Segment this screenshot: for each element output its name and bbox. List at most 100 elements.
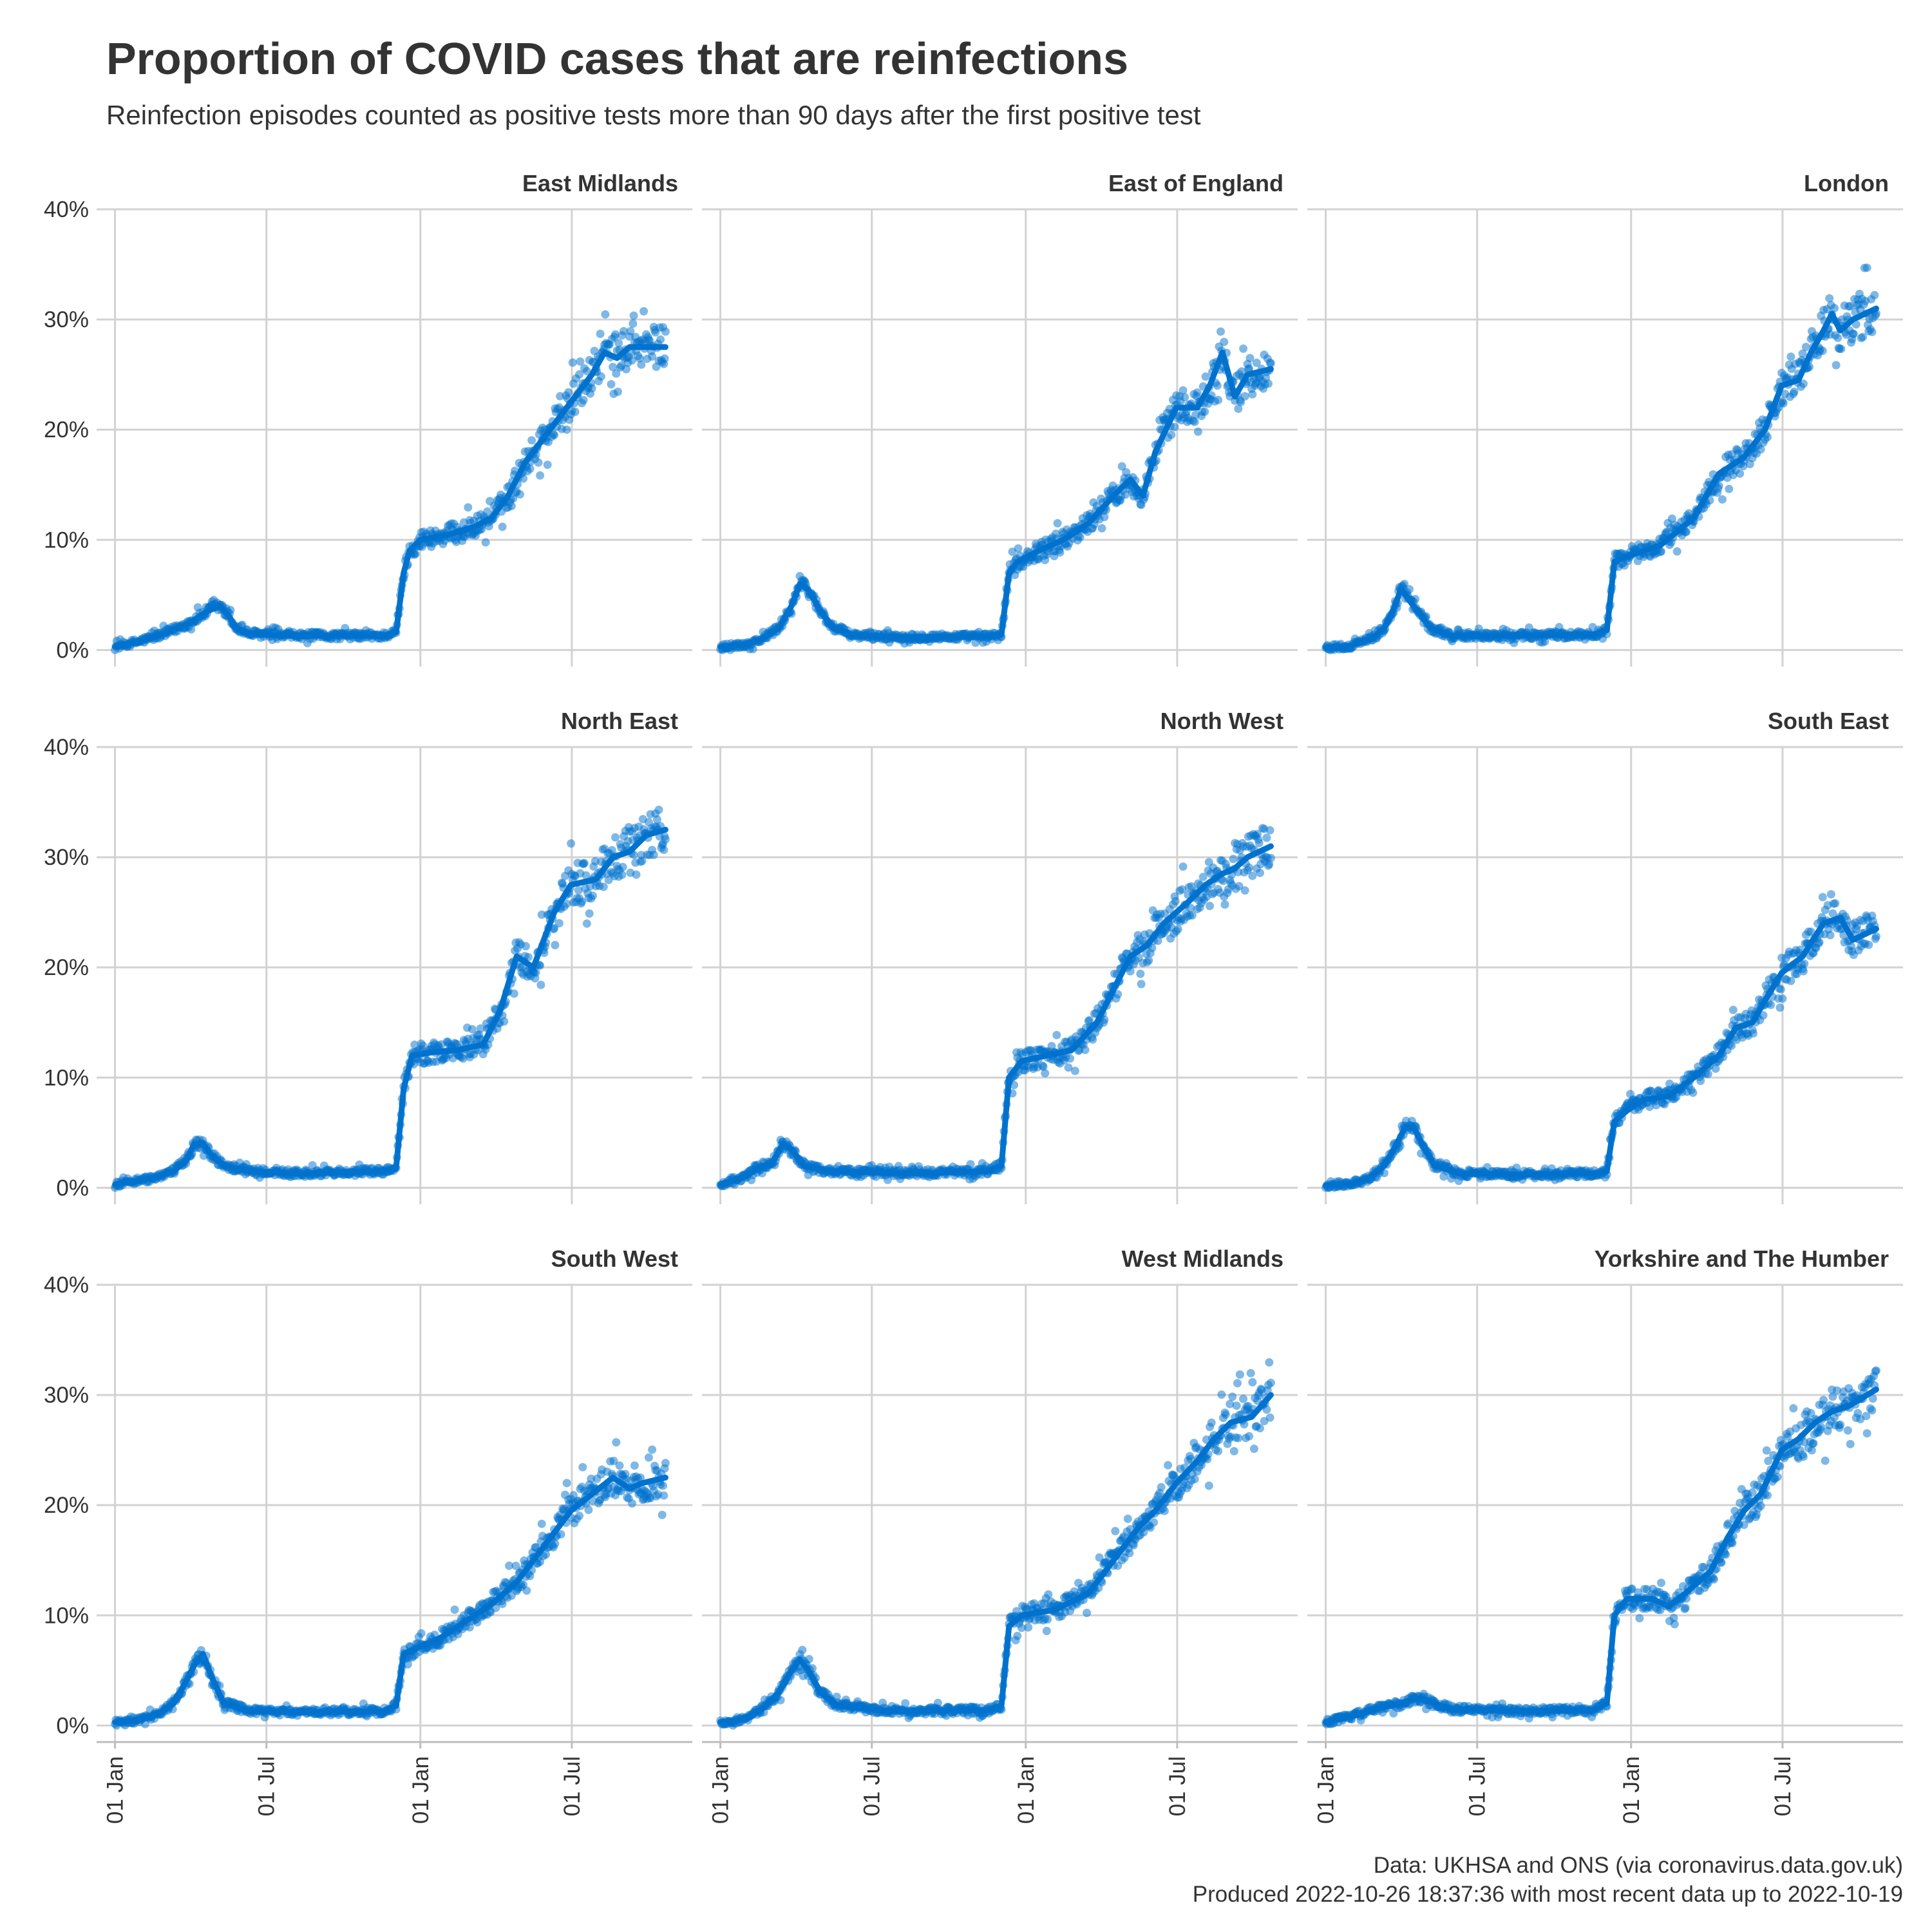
data-point xyxy=(621,365,630,374)
data-point xyxy=(659,846,668,855)
y-tick-label: 20% xyxy=(44,417,89,442)
data-point xyxy=(656,335,665,344)
data-point xyxy=(596,329,605,338)
data-point xyxy=(798,1645,807,1654)
data-point xyxy=(1218,876,1227,886)
y-tick-label: 30% xyxy=(44,845,89,870)
data-point xyxy=(966,1160,975,1169)
panel-north-west: North West xyxy=(702,708,1298,1204)
data-point xyxy=(1870,290,1879,299)
data-point xyxy=(537,1519,546,1528)
data-point xyxy=(582,919,591,928)
data-point xyxy=(576,357,585,366)
data-point xyxy=(1167,430,1176,439)
x-tick-label: 01 Jul xyxy=(860,1756,885,1816)
data-point xyxy=(1868,328,1877,336)
data-point xyxy=(601,310,610,319)
data-point xyxy=(1766,1000,1776,1009)
data-point xyxy=(450,1605,459,1614)
data-point xyxy=(1252,358,1261,367)
data-point xyxy=(464,503,473,512)
y-tick-label: 10% xyxy=(44,1603,89,1628)
data-point xyxy=(1645,1103,1654,1112)
data-point xyxy=(500,1017,509,1026)
data-point xyxy=(536,961,545,970)
data-point xyxy=(1818,346,1827,355)
data-point xyxy=(1039,1062,1048,1071)
panel-title: North East xyxy=(561,708,678,734)
data-point xyxy=(1256,868,1264,877)
data-point xyxy=(1245,364,1254,373)
data-point xyxy=(1832,361,1841,370)
panel-london: London xyxy=(1307,170,1903,667)
data-point xyxy=(607,380,616,389)
data-point xyxy=(1137,980,1146,989)
panel-title: East Midlands xyxy=(522,170,678,196)
data-point xyxy=(509,989,518,998)
scatter-points xyxy=(716,327,1275,654)
data-point xyxy=(1799,379,1808,388)
data-point xyxy=(632,870,641,879)
data-point xyxy=(1113,990,1122,999)
panel-title: South East xyxy=(1768,708,1889,734)
data-point xyxy=(1180,393,1189,402)
data-point xyxy=(1240,392,1249,401)
y-tick-label: 10% xyxy=(44,1065,89,1090)
data-point xyxy=(612,1438,621,1447)
data-point xyxy=(618,862,627,871)
data-point xyxy=(1825,294,1834,303)
data-point xyxy=(403,1660,412,1669)
data-point xyxy=(596,372,605,381)
data-point xyxy=(1828,909,1837,918)
data-point xyxy=(1201,372,1210,381)
trend-line xyxy=(112,344,668,650)
data-point xyxy=(1831,899,1840,908)
data-point xyxy=(1862,263,1871,272)
data-point xyxy=(609,363,618,372)
data-point xyxy=(1830,303,1839,312)
data-point xyxy=(630,1461,639,1470)
data-point xyxy=(1815,938,1824,947)
data-point xyxy=(568,358,577,367)
data-point xyxy=(578,897,586,906)
data-point xyxy=(419,1041,428,1050)
data-point xyxy=(1859,332,1868,341)
data-point xyxy=(507,502,516,511)
panel-title: South West xyxy=(551,1245,678,1272)
data-point xyxy=(660,354,669,363)
y-tick-label: 0% xyxy=(56,638,89,663)
data-point xyxy=(1117,462,1126,471)
data-point xyxy=(1682,527,1690,536)
data-point xyxy=(1818,893,1827,902)
data-point xyxy=(1186,904,1195,913)
data-point xyxy=(1786,976,1795,985)
panel-title: East of England xyxy=(1108,170,1283,196)
data-point xyxy=(628,1499,636,1508)
panel-title: North West xyxy=(1160,708,1283,734)
data-point xyxy=(537,910,546,919)
data-point xyxy=(564,388,573,397)
data-point xyxy=(1400,580,1409,589)
data-point xyxy=(1100,513,1109,522)
data-point xyxy=(1014,544,1023,553)
data-point xyxy=(1121,490,1130,499)
data-point xyxy=(575,1511,584,1520)
x-tick-label: 01 Jan xyxy=(1014,1756,1039,1824)
data-point xyxy=(599,882,608,891)
data-point xyxy=(644,1453,653,1462)
data-point xyxy=(1749,1029,1757,1038)
scatter-points xyxy=(716,1358,1275,1730)
data-point xyxy=(626,327,635,336)
y-tick-label: 30% xyxy=(44,307,89,332)
data-point xyxy=(1786,352,1795,361)
data-point xyxy=(536,980,545,989)
data-point xyxy=(1217,327,1225,336)
data-point xyxy=(476,1024,485,1033)
data-point xyxy=(661,1459,670,1468)
data-point xyxy=(1178,885,1187,894)
data-point xyxy=(1220,337,1229,346)
data-point xyxy=(648,1445,657,1454)
data-point xyxy=(580,858,589,867)
data-point xyxy=(1864,940,1873,949)
trend-line xyxy=(717,843,1274,1188)
